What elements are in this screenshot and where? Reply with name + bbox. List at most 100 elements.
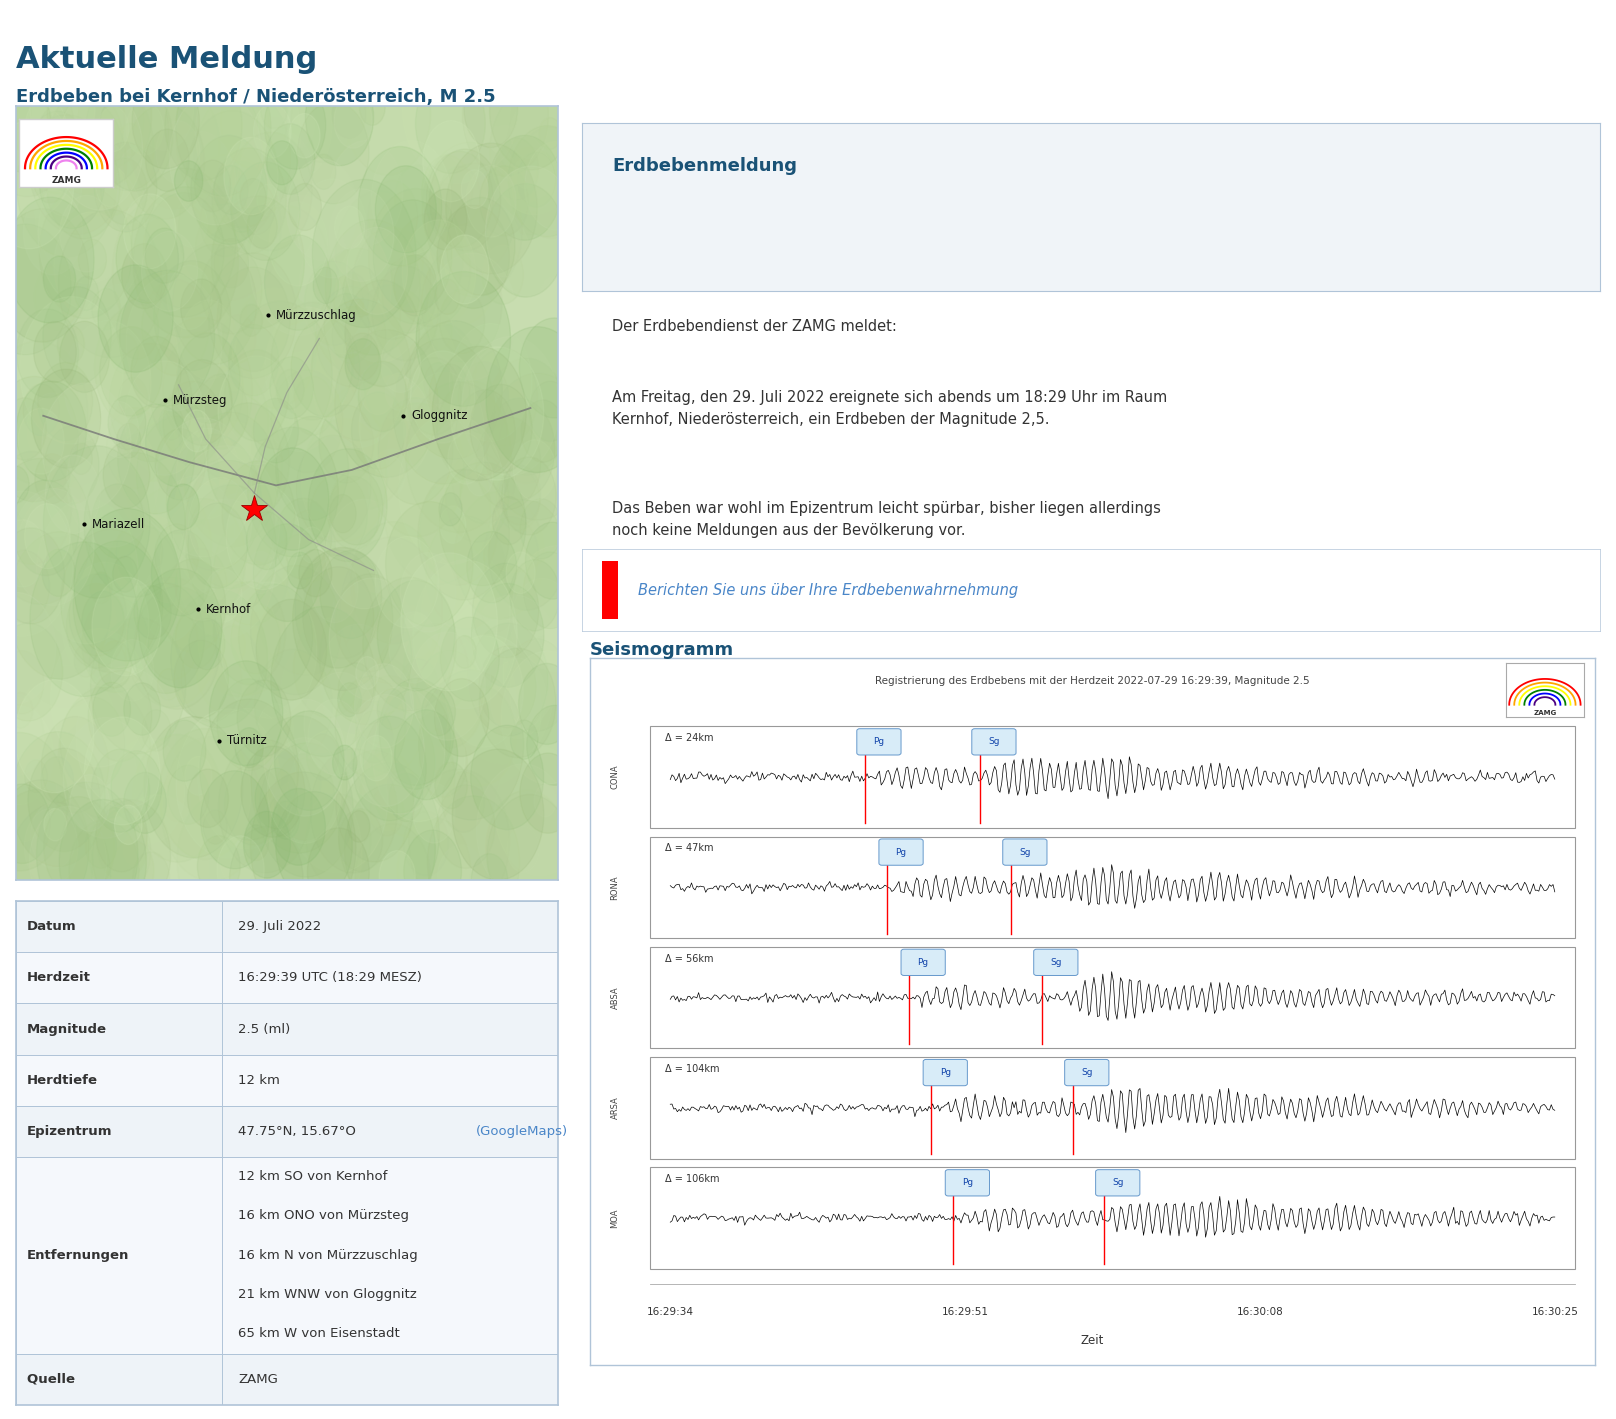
Text: 12 km SO von Kernhof: 12 km SO von Kernhof bbox=[238, 1171, 388, 1183]
Circle shape bbox=[254, 524, 322, 622]
Circle shape bbox=[5, 803, 112, 954]
Circle shape bbox=[257, 448, 328, 551]
Circle shape bbox=[116, 423, 141, 458]
Circle shape bbox=[284, 509, 335, 582]
Circle shape bbox=[66, 583, 126, 668]
Circle shape bbox=[512, 126, 590, 238]
Circle shape bbox=[446, 197, 516, 295]
Circle shape bbox=[490, 51, 574, 170]
Circle shape bbox=[118, 433, 186, 531]
Circle shape bbox=[200, 186, 249, 257]
Circle shape bbox=[63, 321, 150, 446]
Circle shape bbox=[265, 81, 326, 169]
Circle shape bbox=[73, 284, 178, 434]
Circle shape bbox=[212, 148, 286, 254]
Circle shape bbox=[176, 333, 241, 423]
Circle shape bbox=[249, 196, 347, 335]
Circle shape bbox=[0, 224, 71, 355]
Circle shape bbox=[158, 728, 250, 860]
Circle shape bbox=[467, 532, 517, 603]
Circle shape bbox=[37, 499, 137, 644]
Text: Das Beben war wohl im Epizentrum leicht spürbar, bisher liegen allerdings
noch k: Das Beben war wohl im Epizentrum leicht … bbox=[612, 501, 1162, 538]
Circle shape bbox=[13, 488, 94, 606]
Circle shape bbox=[356, 675, 423, 773]
Circle shape bbox=[496, 468, 540, 531]
Circle shape bbox=[39, 186, 133, 319]
Circle shape bbox=[407, 358, 461, 434]
Circle shape bbox=[23, 385, 60, 436]
Bar bbox=[16, 1054, 558, 1105]
Circle shape bbox=[380, 678, 454, 785]
Circle shape bbox=[205, 569, 242, 622]
Circle shape bbox=[162, 131, 236, 237]
Circle shape bbox=[6, 396, 105, 536]
Circle shape bbox=[255, 305, 314, 390]
Circle shape bbox=[69, 775, 110, 832]
Circle shape bbox=[409, 631, 485, 741]
Circle shape bbox=[512, 546, 601, 671]
Text: Mürzzuschlag: Mürzzuschlag bbox=[276, 309, 357, 322]
Circle shape bbox=[402, 220, 475, 325]
Circle shape bbox=[79, 240, 107, 280]
Circle shape bbox=[359, 146, 441, 265]
Circle shape bbox=[509, 636, 590, 749]
Circle shape bbox=[90, 617, 186, 753]
Circle shape bbox=[60, 321, 110, 393]
Circle shape bbox=[347, 810, 370, 843]
Circle shape bbox=[271, 789, 325, 866]
Circle shape bbox=[92, 484, 144, 559]
Circle shape bbox=[221, 461, 294, 565]
Circle shape bbox=[16, 487, 113, 627]
Circle shape bbox=[0, 528, 65, 624]
Circle shape bbox=[344, 285, 436, 417]
Circle shape bbox=[448, 263, 506, 343]
Circle shape bbox=[16, 382, 86, 481]
Circle shape bbox=[428, 796, 520, 928]
Circle shape bbox=[241, 746, 305, 837]
Circle shape bbox=[368, 180, 419, 251]
Circle shape bbox=[244, 812, 291, 878]
Circle shape bbox=[297, 102, 368, 204]
Circle shape bbox=[76, 667, 175, 807]
Circle shape bbox=[0, 376, 78, 502]
Circle shape bbox=[197, 624, 260, 714]
Circle shape bbox=[394, 166, 441, 231]
Circle shape bbox=[271, 606, 377, 756]
Circle shape bbox=[165, 783, 191, 822]
Circle shape bbox=[221, 315, 255, 363]
Circle shape bbox=[493, 497, 525, 545]
Circle shape bbox=[372, 265, 438, 360]
Circle shape bbox=[184, 756, 212, 795]
Circle shape bbox=[124, 772, 166, 833]
Circle shape bbox=[196, 375, 247, 448]
Circle shape bbox=[44, 287, 112, 385]
Circle shape bbox=[220, 834, 255, 885]
Text: ABSA: ABSA bbox=[611, 986, 619, 1009]
Circle shape bbox=[133, 735, 223, 863]
Circle shape bbox=[100, 326, 162, 416]
Circle shape bbox=[247, 427, 338, 556]
Circle shape bbox=[108, 396, 145, 450]
Circle shape bbox=[115, 805, 142, 844]
Circle shape bbox=[0, 593, 55, 704]
Circle shape bbox=[299, 223, 391, 353]
Circle shape bbox=[113, 556, 137, 592]
Circle shape bbox=[344, 785, 435, 914]
Circle shape bbox=[255, 599, 326, 700]
Circle shape bbox=[186, 111, 278, 241]
Circle shape bbox=[335, 352, 368, 402]
Circle shape bbox=[171, 590, 268, 728]
Circle shape bbox=[372, 690, 465, 822]
Circle shape bbox=[452, 433, 516, 524]
Circle shape bbox=[3, 397, 47, 460]
Circle shape bbox=[58, 81, 154, 217]
Circle shape bbox=[312, 556, 359, 623]
Circle shape bbox=[45, 455, 100, 534]
Circle shape bbox=[540, 118, 561, 149]
Text: Magnitude: Magnitude bbox=[27, 1023, 107, 1036]
Circle shape bbox=[133, 187, 239, 338]
Circle shape bbox=[31, 803, 76, 868]
Circle shape bbox=[462, 336, 559, 475]
Circle shape bbox=[410, 350, 475, 443]
Circle shape bbox=[196, 216, 239, 278]
